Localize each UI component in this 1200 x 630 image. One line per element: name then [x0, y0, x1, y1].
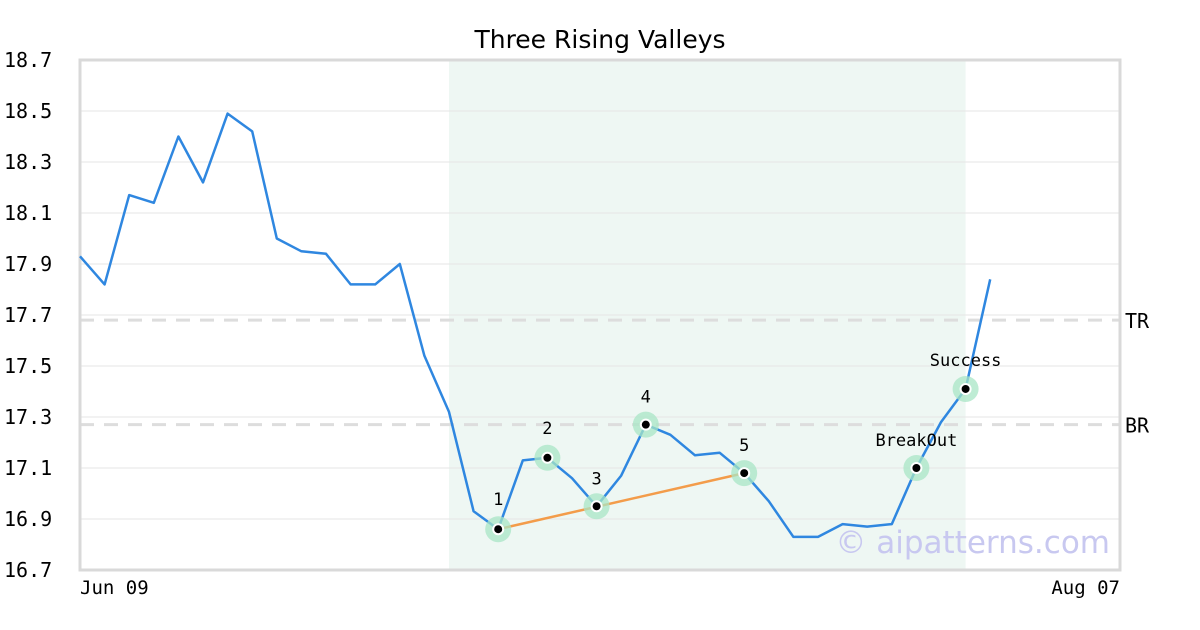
- point-label-5: 5: [739, 436, 749, 456]
- point-label-3: 3: [591, 469, 601, 489]
- y-tick-label: 16.7: [4, 558, 52, 582]
- y-tick-label: 17.1: [4, 456, 52, 480]
- point-marker-3: [590, 500, 603, 513]
- valley-trendline: [497, 471, 745, 531]
- point-label-breakout: BreakOut: [875, 431, 957, 451]
- x-tick-label: Jun 09: [80, 577, 149, 599]
- point-label-2: 2: [542, 419, 552, 439]
- y-tick-label: 17.3: [4, 405, 52, 429]
- point-marker-2: [541, 451, 554, 464]
- y-tick-label: 16.9: [4, 507, 52, 531]
- point-marker-success: [959, 382, 972, 395]
- x-tick-label: Aug 07: [1051, 577, 1120, 599]
- reference-label-tr: TR: [1125, 309, 1150, 333]
- y-tick-label: 18.3: [4, 150, 52, 174]
- point-label-1: 1: [493, 490, 503, 510]
- y-tick-label: 18.5: [4, 99, 52, 123]
- chart-title: Three Rising Valleys: [473, 25, 725, 54]
- point-label-success: Success: [930, 351, 1002, 371]
- plot-frame: [78, 58, 1122, 572]
- y-tick-label: 18.7: [4, 48, 52, 72]
- point-marker-breakout: [910, 462, 923, 474]
- point-label-4: 4: [641, 388, 651, 408]
- point-marker-1: [492, 523, 505, 536]
- plot-area: 18.7 18.5 18.3 18.1 17.9 17.7 17.5 17.3 17.1 16.9…: [4, 48, 1150, 599]
- y-tick-label: 17.9: [4, 252, 52, 276]
- point-marker-4: [639, 418, 652, 431]
- watermark: © aipatterns.com: [835, 525, 1110, 561]
- y-tick-label: 17.5: [4, 354, 52, 378]
- y-tick-label: 17.7: [4, 303, 52, 327]
- reference-label-br: BR: [1125, 414, 1150, 438]
- point-marker-5: [738, 467, 751, 480]
- y-tick-label: 18.1: [4, 201, 52, 225]
